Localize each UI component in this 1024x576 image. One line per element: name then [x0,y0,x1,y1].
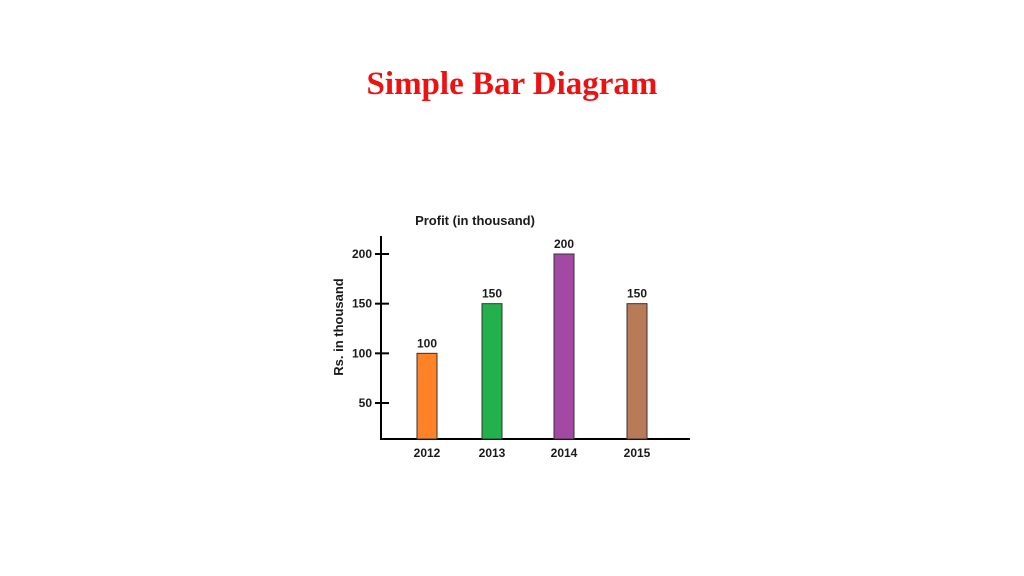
x-tick-labels: 2012 2013 2014 2015 [414,446,651,460]
data-label: 200 [554,237,574,251]
data-label: 150 [627,287,647,301]
x-tick-label: 2015 [624,446,651,460]
y-ticks: 50 100 150 200 [352,247,389,410]
y-tick-label: 100 [352,346,372,360]
y-tick-label: 150 [352,297,372,311]
x-tick-label: 2012 [414,446,441,460]
data-labels: 100 150 200 150 [417,237,647,350]
y-axis-label: Rs. in thousand [331,278,346,376]
bar-2015 [626,303,648,440]
bars [416,253,648,440]
bar-2012 [416,352,438,440]
x-tick-label: 2014 [551,446,578,460]
y-tick-label: 200 [352,247,372,261]
chart-title: Profit (in thousand) [415,213,535,228]
slide-title: Simple Bar Diagram [366,66,658,102]
bar-2013 [481,303,503,440]
bar-2014 [553,253,575,440]
y-tick-label: 50 [359,396,373,410]
data-label: 100 [417,336,437,350]
x-tick-label: 2013 [479,446,506,460]
data-label: 150 [482,287,502,301]
